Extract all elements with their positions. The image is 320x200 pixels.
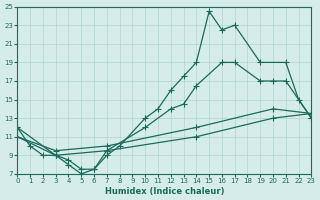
X-axis label: Humidex (Indice chaleur): Humidex (Indice chaleur) [105, 187, 224, 196]
